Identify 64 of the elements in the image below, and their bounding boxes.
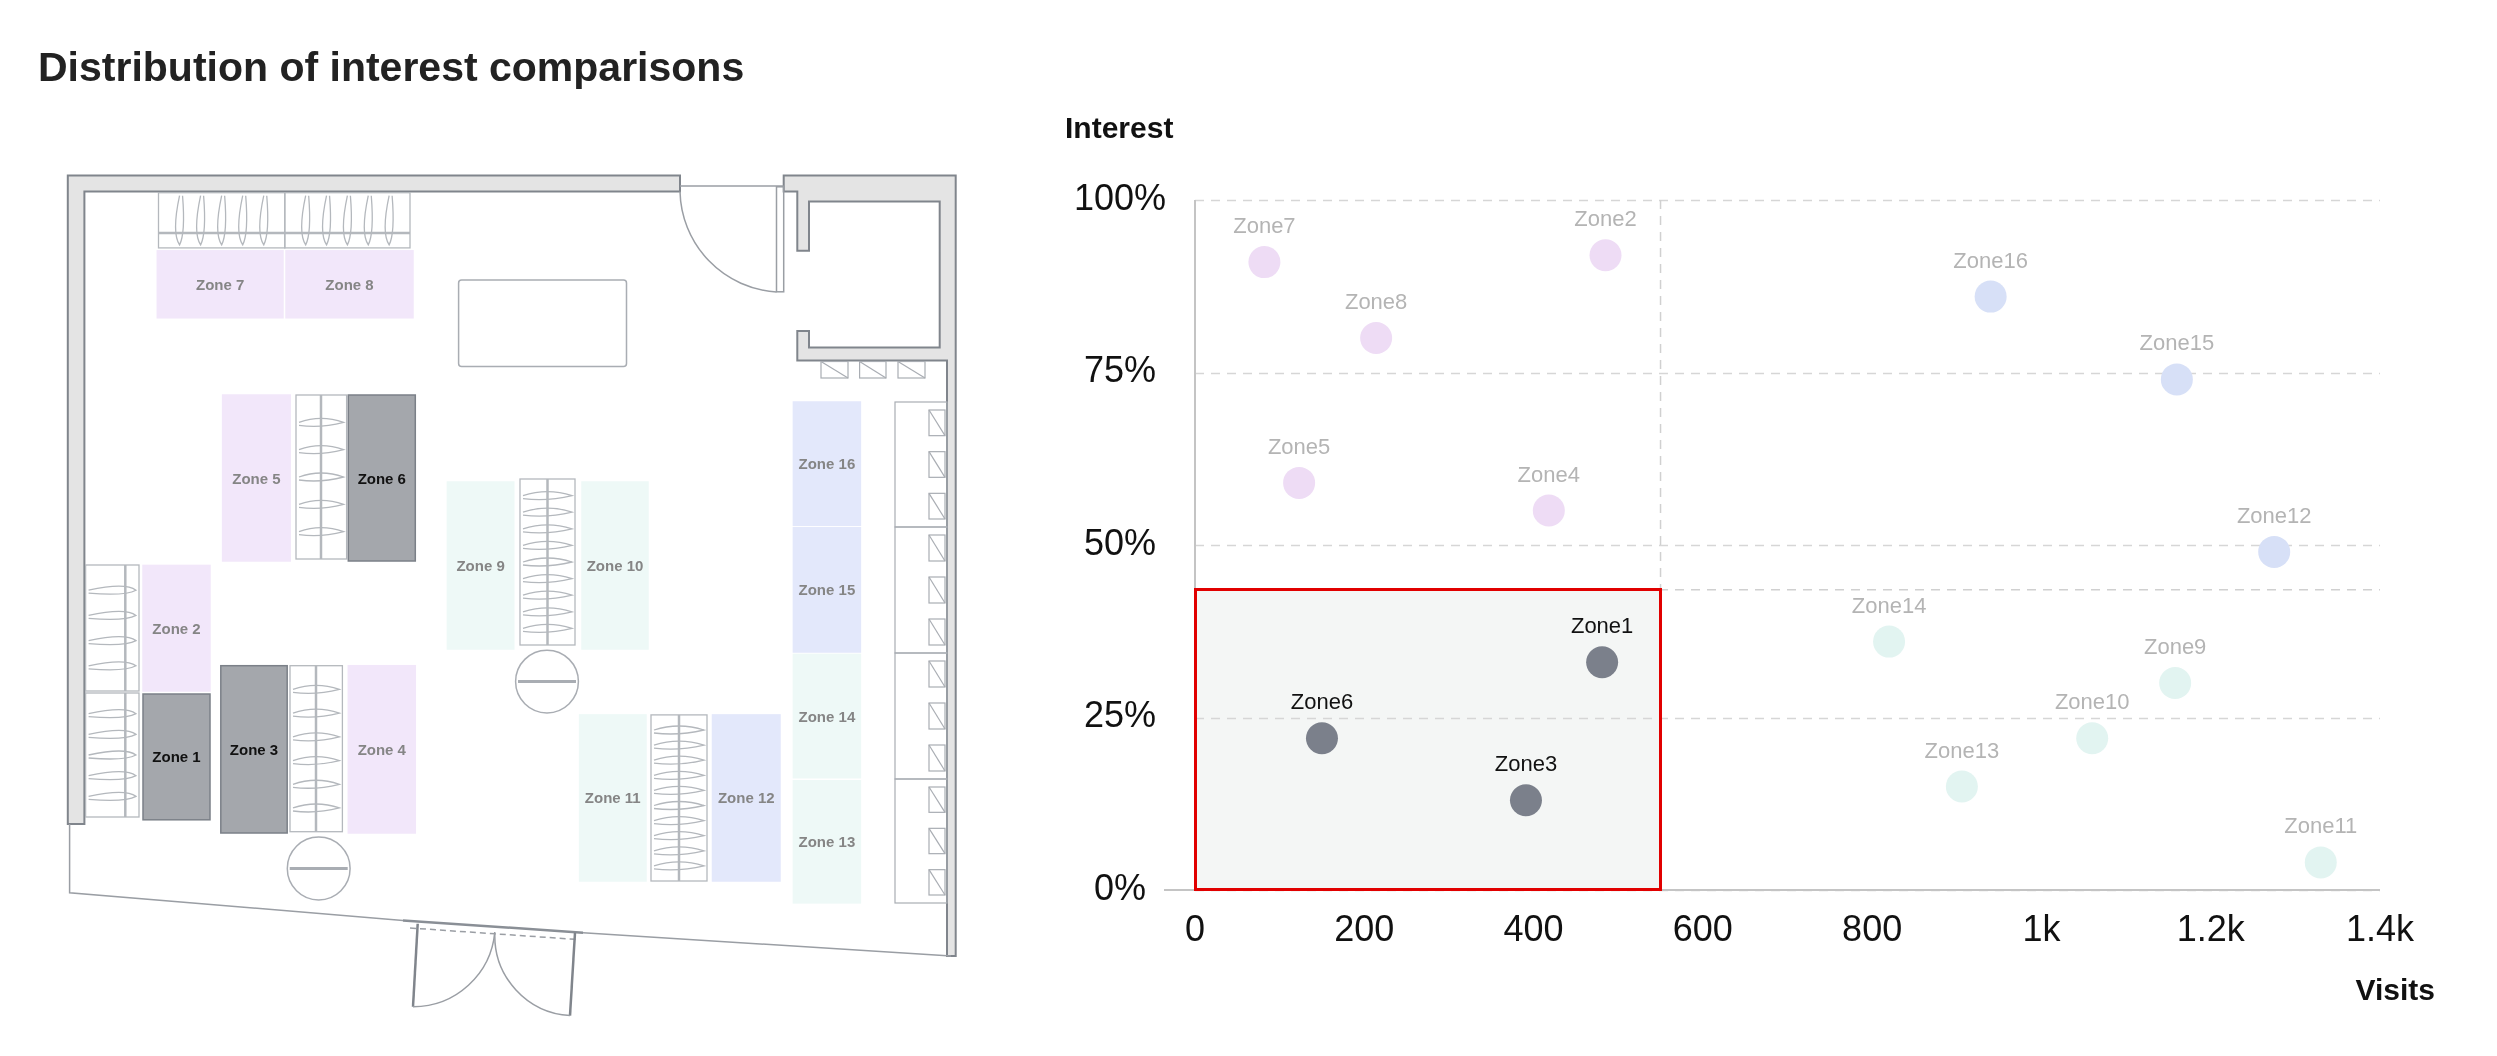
category-label: Zone 4 xyxy=(357,740,407,758)
series-label: Zone11 xyxy=(2284,813,2358,839)
x-tick-label: 200 xyxy=(1334,907,1395,949)
y-tick-label: 75% xyxy=(1083,349,1156,391)
category-label: Zone 7 xyxy=(195,275,245,293)
point xyxy=(1248,246,1281,279)
category-label: Zone 10 xyxy=(586,557,644,574)
y-tick-label: 100% xyxy=(1073,176,1166,218)
series-label: Zone10 xyxy=(2054,689,2130,715)
series-label: Zone2 xyxy=(1574,206,1637,232)
point xyxy=(1360,322,1393,354)
point xyxy=(1283,466,1316,499)
point xyxy=(1974,280,2007,313)
category-label: Zone 11 xyxy=(584,789,641,807)
x-tick-label: 400 xyxy=(1503,907,1564,949)
x-tick-label: 0 xyxy=(1184,907,1206,949)
series-label: Zone16 xyxy=(1953,247,2028,273)
category-label: Zone 9 xyxy=(456,557,505,574)
point xyxy=(1589,239,1622,272)
x-axis-title: Visits xyxy=(2355,973,2435,1007)
category-label: Zone 12 xyxy=(717,789,775,807)
y-tick-label: 50% xyxy=(1083,521,1156,563)
x-tick-label: 600 xyxy=(1672,907,1733,949)
series-label: Zone13 xyxy=(1924,737,2000,763)
category-label: Zone 15 xyxy=(798,581,856,599)
category-label: Zone 2 xyxy=(152,619,201,637)
point xyxy=(2159,667,2192,699)
point xyxy=(1509,784,1542,817)
series-label: Zone9 xyxy=(2143,634,2207,660)
x-tick-label: 1k xyxy=(2022,907,2062,949)
series-label: Zone14 xyxy=(1851,592,1927,618)
point xyxy=(2160,363,2193,396)
series-label: Zone5 xyxy=(1267,433,1331,459)
category-label: Zone 14 xyxy=(798,707,856,725)
point xyxy=(1532,494,1565,527)
x-tick-label: 800 xyxy=(1842,907,1903,949)
series-label: Zone6 xyxy=(1290,689,1354,715)
series-label: Zone7 xyxy=(1233,213,1296,239)
y-axis-title: Interest xyxy=(1065,111,1174,145)
category-label: Zone 5 xyxy=(232,469,281,487)
series-label: Zone8 xyxy=(1344,289,1408,315)
category-label: Zone 3 xyxy=(229,740,279,758)
y-tick-label: 25% xyxy=(1083,694,1156,736)
text: Distribution of interest comparisons xyxy=(38,44,745,91)
series-label: Zone3 xyxy=(1494,751,1558,777)
series-label: Zone12 xyxy=(2236,502,2312,528)
point xyxy=(2258,535,2291,568)
category-label: Zone 6 xyxy=(357,469,406,487)
series-label: Zone4 xyxy=(1517,461,1580,487)
point xyxy=(1305,722,1338,755)
x-tick-label: 1.2k xyxy=(2176,907,2246,949)
category-label: Zone 1 xyxy=(152,748,201,766)
category-label: Zone 16 xyxy=(798,455,856,473)
category-label: Zone 13 xyxy=(798,833,856,851)
point xyxy=(2076,722,2109,755)
series-label: Zone15 xyxy=(2139,330,2215,356)
x-tick-label: 1.4k xyxy=(2345,907,2416,949)
point xyxy=(1945,770,1978,803)
y-tick-label: 0% xyxy=(1093,866,1146,908)
point xyxy=(2304,846,2337,879)
point xyxy=(1586,646,1619,679)
point xyxy=(1873,625,1906,658)
series-label: Zone1 xyxy=(1570,613,1634,639)
category-label: Zone 8 xyxy=(325,275,374,293)
